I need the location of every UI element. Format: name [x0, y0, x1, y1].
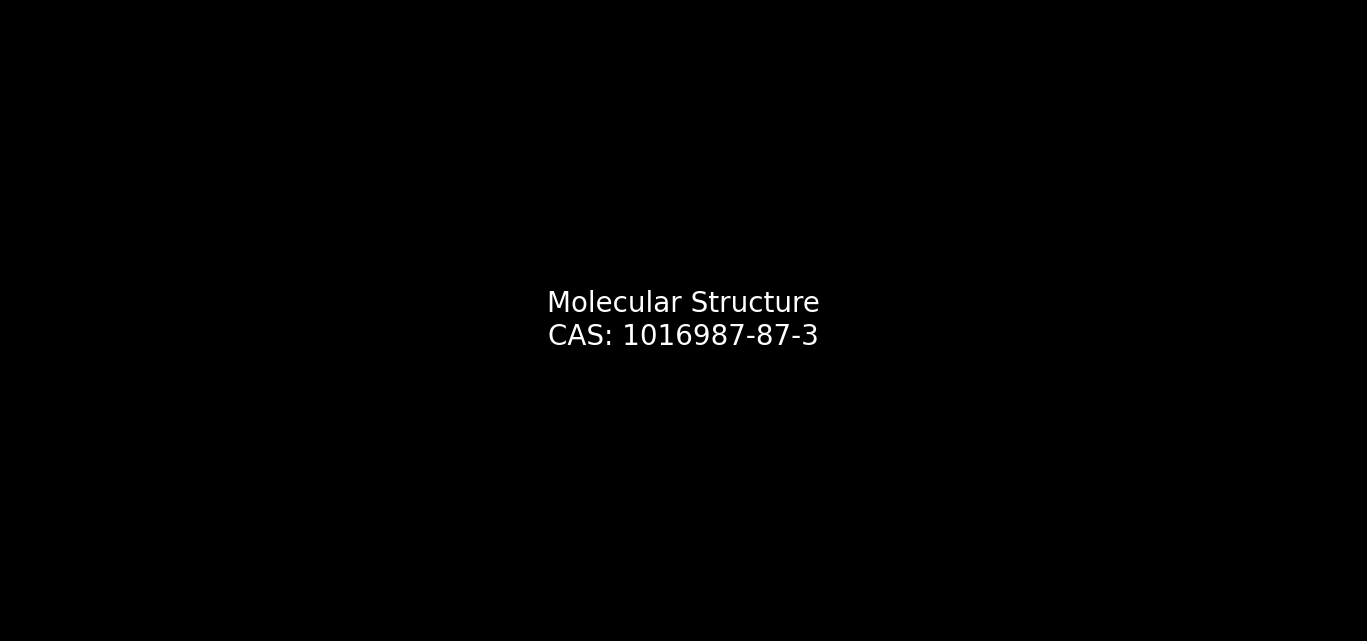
- Text: Molecular Structure
CAS: 1016987-87-3: Molecular Structure CAS: 1016987-87-3: [547, 290, 820, 351]
